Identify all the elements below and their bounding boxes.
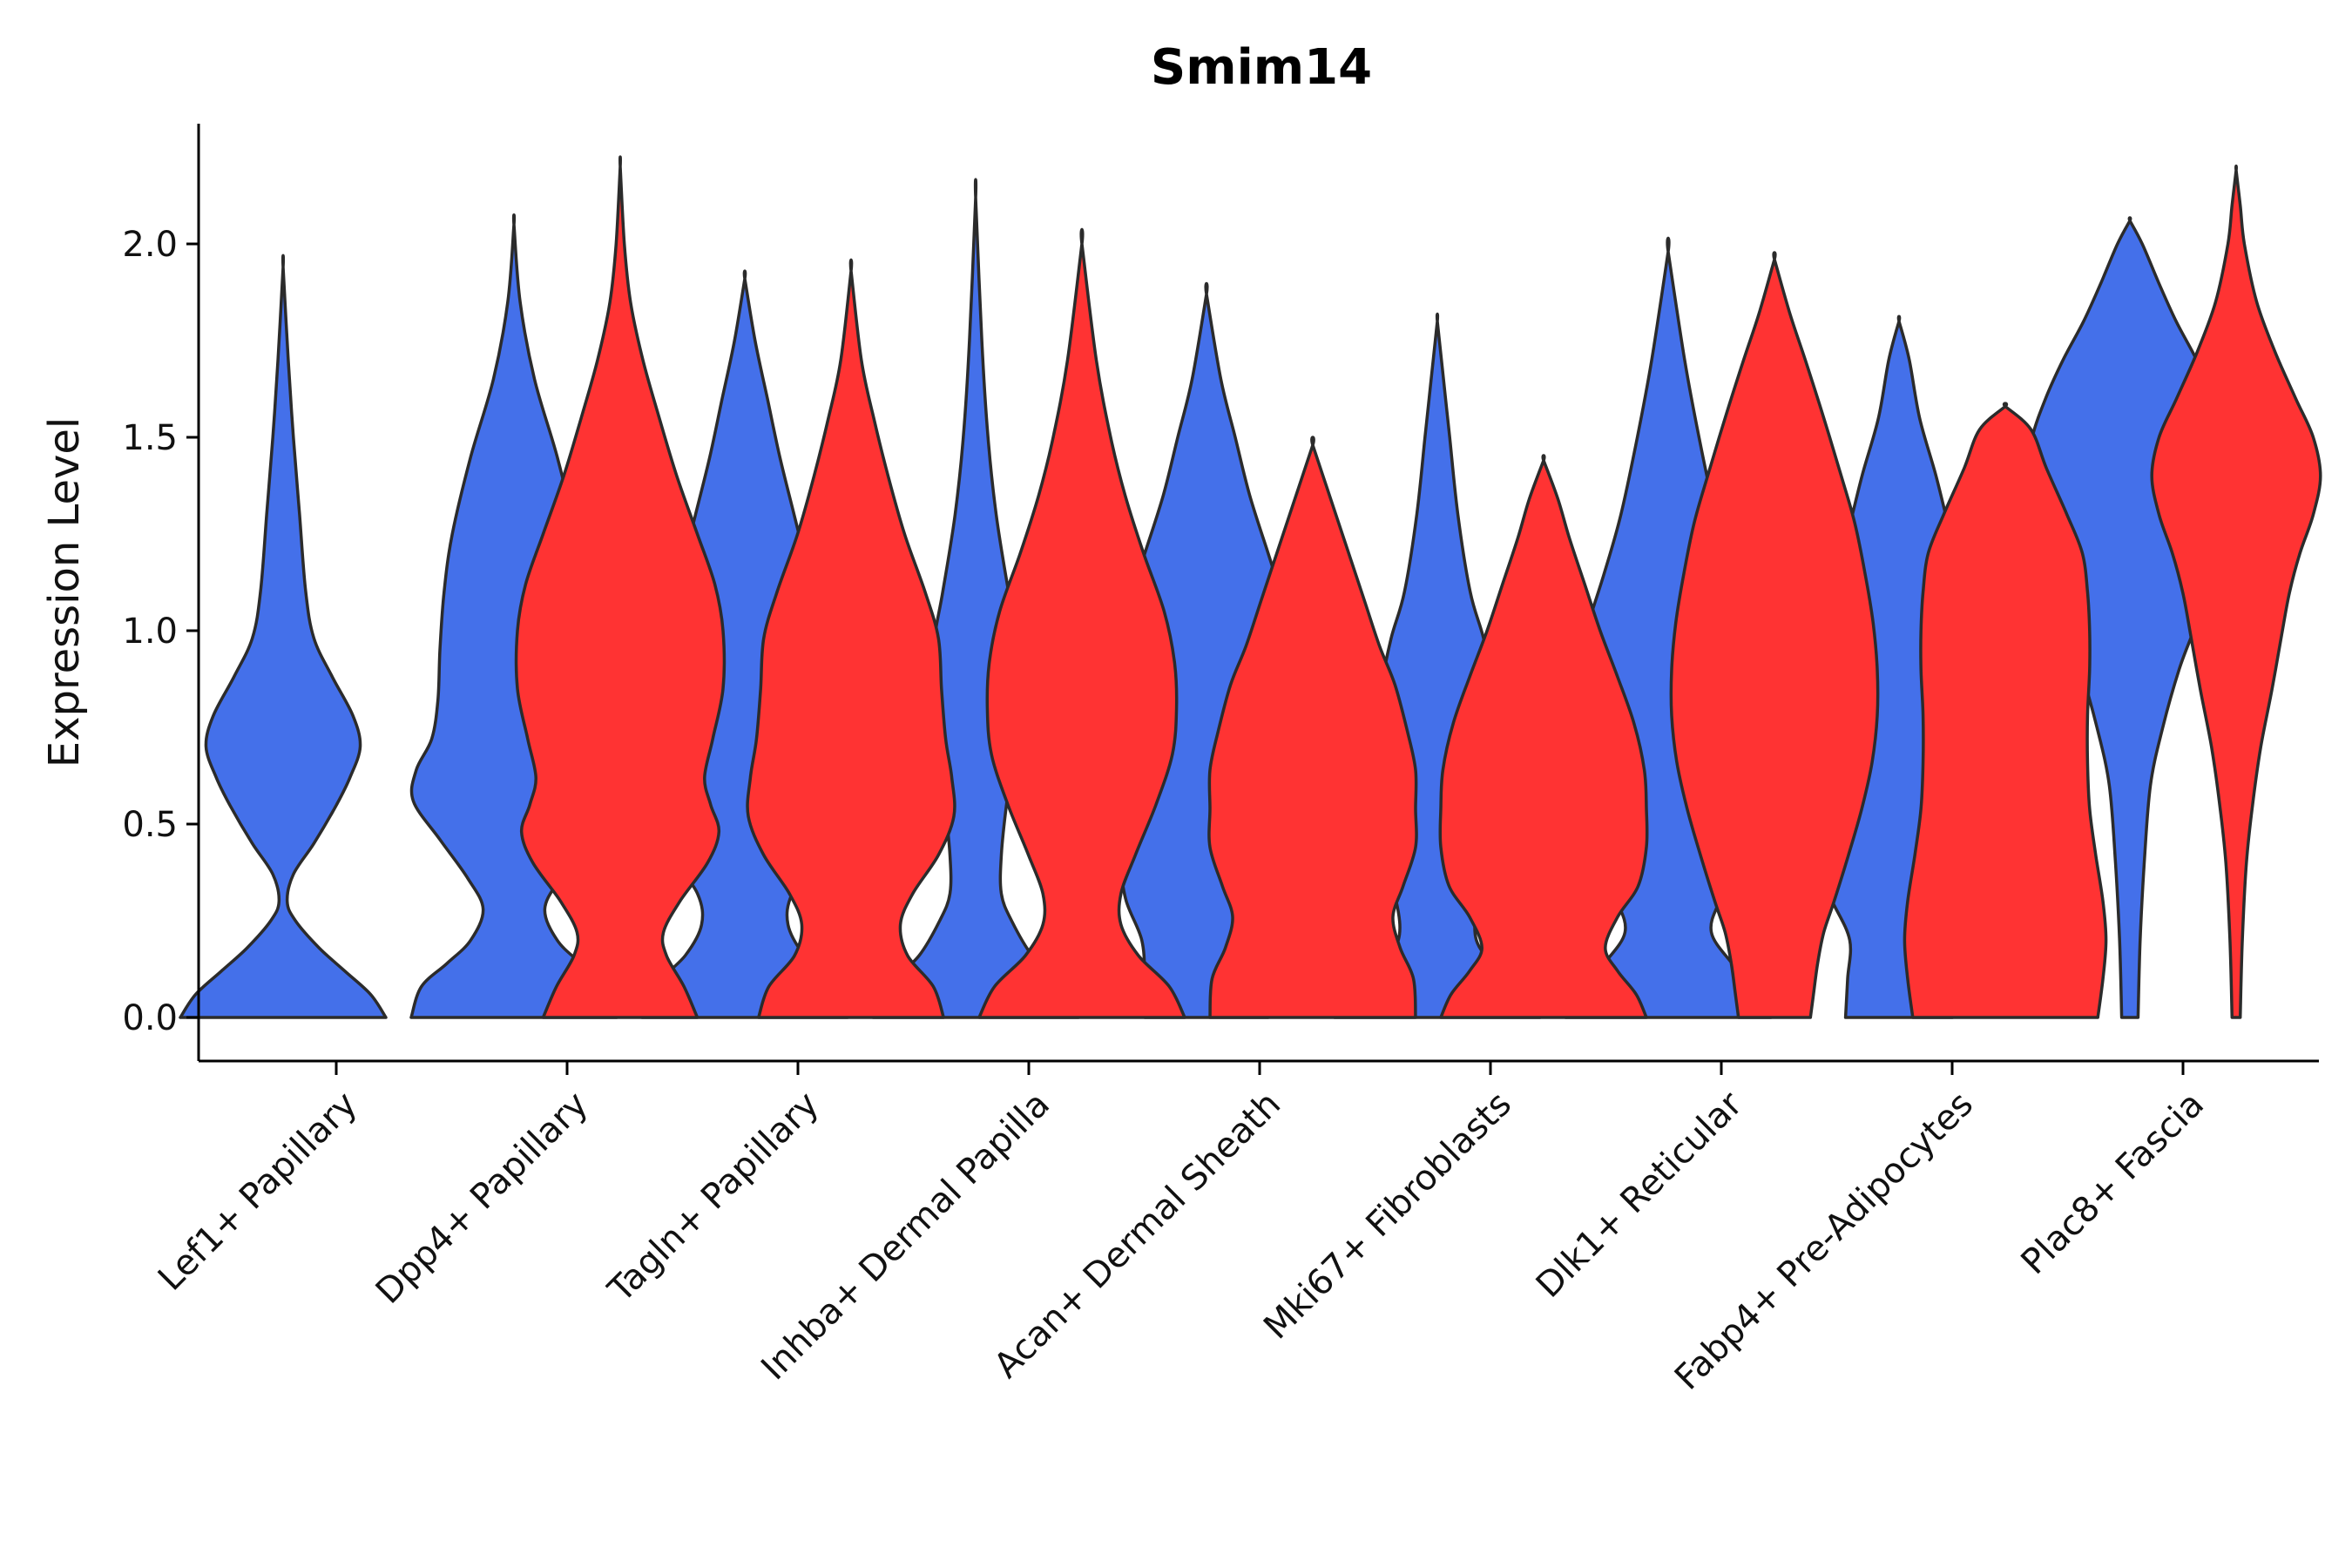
x-tick-label: Plac8+ Fascia (2014, 1085, 2213, 1283)
y-tick-label: 0.5 (122, 805, 178, 845)
x-tick-label: Dpp4+ Papillary (368, 1085, 596, 1312)
violin-2-7 (1669, 251, 1880, 1019)
violin-2-2 (514, 155, 727, 1019)
y-tick-label: 0.0 (122, 998, 178, 1038)
violin-2-6 (1438, 454, 1649, 1019)
violin-1-1 (179, 253, 388, 1019)
x-tick-label: Mki67+ Fibroblasts (1256, 1085, 1519, 1348)
y-tick-label: 2.0 (122, 225, 178, 265)
violin-2-5 (1207, 436, 1418, 1019)
y-axis-label: Expression Level (40, 417, 89, 768)
x-axis: Lef1+ Papillary Dpp4+ Papillary Tagln+ Pap… (151, 1059, 2319, 1398)
violin-2-8 (1903, 402, 2108, 1019)
x-tick-label: Lef1+ Papillary (151, 1085, 365, 1299)
violin-2-9 (2150, 164, 2322, 1019)
violin-layer (179, 155, 2322, 1019)
violin-2-3 (746, 258, 956, 1019)
y-tick-label: 1.5 (122, 418, 178, 458)
violin-1-4 (871, 178, 1080, 1019)
violin-2-4 (977, 227, 1186, 1019)
y-tick-label: 1.0 (122, 612, 178, 652)
chart-title: Smim14 (1151, 39, 1372, 96)
y-axis: 0.0 0.5 1.0 1.5 2.0 (122, 124, 200, 1061)
x-tick-label: Tagln+ Papillary (600, 1085, 827, 1311)
x-tick-label: Dlk1+ Reticular (1529, 1084, 1751, 1306)
